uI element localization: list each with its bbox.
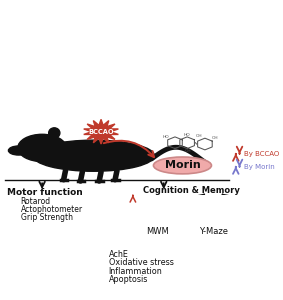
Text: Apoptosis: Apoptosis xyxy=(109,275,148,284)
Text: Morin: Morin xyxy=(165,160,200,170)
Ellipse shape xyxy=(18,134,67,161)
Text: HO: HO xyxy=(162,135,169,139)
Ellipse shape xyxy=(143,217,147,220)
Text: Grip Strength: Grip Strength xyxy=(21,213,72,222)
Text: Y-Maze: Y-Maze xyxy=(199,226,228,236)
Text: O: O xyxy=(174,147,178,151)
Text: HO: HO xyxy=(184,133,190,137)
Text: OH: OH xyxy=(185,148,191,152)
Text: OH: OH xyxy=(196,134,203,138)
Text: OH: OH xyxy=(212,136,218,140)
Text: BCCAO: BCCAO xyxy=(88,129,114,135)
Ellipse shape xyxy=(8,146,29,155)
Ellipse shape xyxy=(211,212,215,214)
Text: Inflammation: Inflammation xyxy=(109,267,162,276)
Text: AchE: AchE xyxy=(109,250,128,259)
Text: MWM: MWM xyxy=(146,226,169,236)
Ellipse shape xyxy=(211,214,216,218)
Text: Cognition & Memory: Cognition & Memory xyxy=(143,186,240,195)
Text: Actophotometer: Actophotometer xyxy=(21,205,83,214)
Text: By BCCAO: By BCCAO xyxy=(244,151,280,157)
Ellipse shape xyxy=(53,276,74,289)
Ellipse shape xyxy=(33,140,155,171)
Ellipse shape xyxy=(49,128,60,138)
Ellipse shape xyxy=(33,244,94,278)
Text: Motor function: Motor function xyxy=(7,188,83,196)
Text: Oxidative stress: Oxidative stress xyxy=(109,258,173,267)
Text: By Morin: By Morin xyxy=(244,164,275,170)
Polygon shape xyxy=(84,119,118,144)
Ellipse shape xyxy=(145,218,153,222)
Text: Rotarod: Rotarod xyxy=(21,197,51,206)
Ellipse shape xyxy=(153,157,211,174)
